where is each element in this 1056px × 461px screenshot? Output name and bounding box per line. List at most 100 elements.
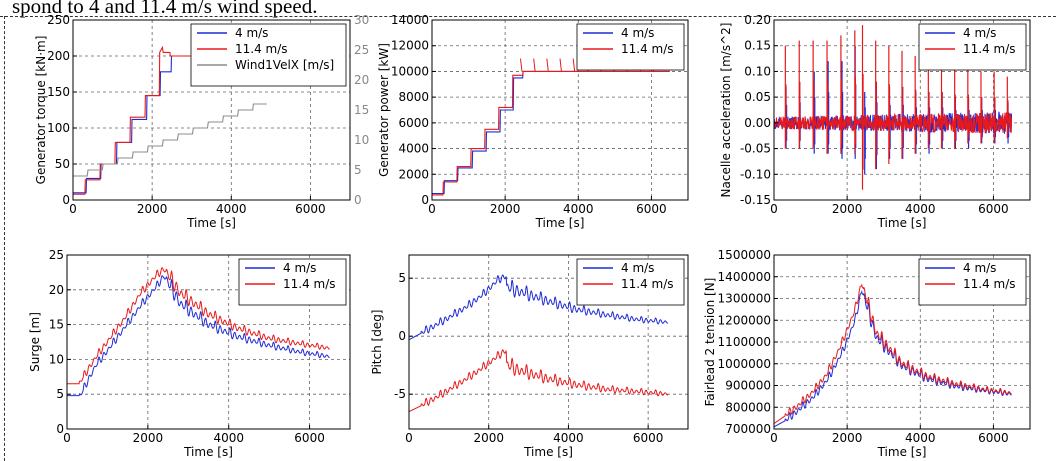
y-tick-label: 0	[398, 329, 406, 343]
y-tick-label: 1500000	[718, 248, 771, 262]
spike-mark	[533, 58, 536, 72]
legend-label: 11.4 m/s	[963, 42, 1016, 56]
x-tick-label: 6000	[294, 431, 325, 445]
y-axis-label: Pitch [deg]	[370, 309, 384, 374]
legend-label: 11.4 m/s	[963, 277, 1016, 291]
x-tick-label: 6000	[978, 431, 1009, 445]
x-tick-label: 2000	[490, 202, 521, 216]
legend-label: 4 m/s	[963, 261, 996, 275]
y-axis-label: Surge [m]	[28, 312, 42, 372]
y-tick-label: 1400000	[718, 270, 771, 284]
y-tick-label: 200	[47, 49, 70, 63]
x-tick-label: 4000	[905, 431, 936, 445]
y-tick-label: 14000	[391, 13, 429, 27]
plot-frame	[66, 254, 351, 430]
y-tick-label: 0.10	[744, 64, 771, 78]
series-group	[774, 25, 1013, 190]
x-axis-label: Time [s]	[877, 445, 927, 459]
y-axis-label: Nacelle acceleration [m/s^2]	[719, 23, 733, 198]
legend-label: 11.4 m/s	[621, 277, 674, 291]
spike-mark	[520, 58, 523, 72]
x-axis-label: Time [s]	[183, 445, 233, 459]
series-group	[73, 45, 331, 195]
x-tick-label: 4000	[905, 202, 936, 216]
legend-label: 4 m/s	[621, 26, 654, 40]
y2-tick-label: 20	[354, 73, 369, 87]
y-tick-label: 150	[47, 85, 70, 99]
chart-1: 0 2000 4000 6000 0 50 100 150 200 250 0 5 10 15 20 25 30…	[34, 13, 369, 230]
y-tick-label: 700000	[725, 422, 771, 436]
x-tick-label: 0	[405, 431, 413, 445]
chart-3: 0 2000 4000 6000 -0.15 -0.10 -0.05 0.00 0.05 0.10…	[719, 13, 1031, 230]
y2-tick-label: 0	[354, 193, 362, 207]
series-line-2	[67, 267, 330, 385]
y-tick-label: 10000	[391, 64, 429, 78]
x-axis-label: Time [s]	[186, 216, 236, 230]
x-tick-label: 6000	[633, 431, 664, 445]
legend-box	[576, 258, 685, 306]
y-tick-label: -0.15	[740, 193, 771, 207]
chart-4: 0 2000 4000 6000 0 5 10 15 20 25 Time [s] Surge [m]…	[28, 248, 351, 459]
x-tick-label: 2000	[832, 202, 863, 216]
series-line-1	[67, 275, 330, 397]
y-tick-label: 20	[49, 283, 64, 297]
legend-label: 11.4 m/s	[235, 42, 288, 56]
y-tick-label: 2000	[398, 167, 429, 181]
y-tick-label: 25	[49, 248, 64, 262]
x-tick-label: 6000	[978, 202, 1009, 216]
series-line-2	[432, 70, 670, 196]
x-tick-label: 2000	[473, 431, 504, 445]
y-tick-label: 0.05	[744, 90, 771, 104]
page-margin-line	[4, 16, 5, 461]
chart-5: 0 2000 4000 6000 -5 0 5 Time [s] Pitch [deg] 4 m/…	[370, 254, 689, 459]
x-axis-label: Time [s]	[523, 445, 573, 459]
y-tick-label: 4000	[398, 142, 429, 156]
series-line-2	[409, 349, 668, 413]
x-tick-label: 4000	[213, 431, 244, 445]
y2-tick-label: 15	[354, 103, 369, 117]
x-axis-label: Time [s]	[877, 216, 927, 230]
spike-mark	[572, 58, 576, 72]
legend-box	[918, 258, 1027, 306]
x-tick-label: 0	[770, 202, 778, 216]
x-tick-label: 0	[770, 431, 778, 445]
y-axis-label: Generator torque [kN·m]	[34, 36, 48, 185]
y-tick-label: 0.00	[744, 116, 771, 130]
plot-frame	[773, 19, 1031, 201]
series-group	[774, 283, 1012, 428]
legend-label: 11.4 m/s	[621, 42, 674, 56]
y-tick-label: 1300000	[718, 292, 771, 306]
legend-label: Wind1VelX [m/s]	[235, 58, 334, 72]
legend-label: 4 m/s	[621, 261, 654, 275]
y-axis-label: Fairlead 2 tension [N]	[703, 278, 717, 407]
plot-frame	[408, 254, 689, 430]
y-tick-label: 0	[56, 422, 64, 436]
y-tick-label: -0.05	[740, 142, 771, 156]
caption-fragment: spond to 4 and 11.4 m/s wind speed.	[12, 0, 318, 18]
series-line-1	[409, 274, 669, 341]
y2-tick-label: 30	[354, 13, 369, 27]
legend-box	[238, 258, 347, 306]
spike-mark	[546, 58, 549, 72]
y-tick-label: 10	[49, 352, 64, 366]
chart-2: 0 2000 4000 6000 0 2000 4000 6000 8000 10000 12000…	[377, 13, 689, 230]
series-group	[67, 267, 330, 397]
plot-frame	[72, 19, 351, 201]
y-axis-label: Generator power [kW]	[377, 43, 391, 177]
series-line-2	[774, 283, 1012, 424]
x-tick-label: 0	[69, 202, 77, 216]
y-tick-label: 100	[47, 121, 70, 135]
legend-box	[576, 23, 685, 71]
series-line-1	[432, 70, 670, 195]
y-tick-label: 8000	[398, 90, 429, 104]
y-tick-label: 800000	[725, 400, 771, 414]
y-tick-label: 15	[49, 318, 64, 332]
y-tick-label: 12000	[391, 39, 429, 53]
legend-label: 4 m/s	[235, 26, 268, 40]
legend-label: 4 m/s	[963, 26, 996, 40]
series-line-2	[73, 45, 331, 195]
x-tick-label: 6000	[295, 202, 326, 216]
y-tick-label: 5	[398, 271, 406, 285]
y2-tick-label: 25	[354, 43, 369, 57]
